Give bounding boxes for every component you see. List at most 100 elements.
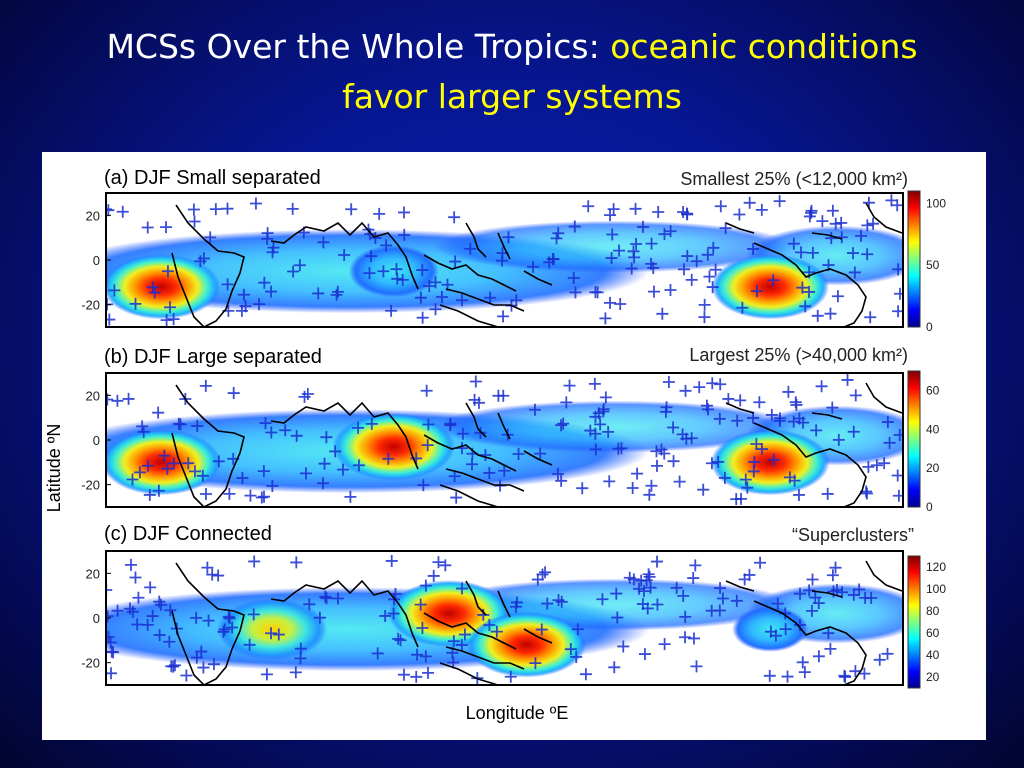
mcs-marker: [713, 604, 726, 617]
mcs-marker: [397, 668, 410, 681]
mcs-marker: [272, 628, 285, 641]
mcs-marker: [858, 667, 871, 680]
mcs-marker: [398, 228, 411, 241]
mcs-marker: [218, 623, 231, 636]
colorbar-tick-label: 100: [926, 196, 946, 210]
panel-c-map: [106, 554, 903, 685]
ytick-label: 0: [93, 253, 100, 268]
mcs-marker: [153, 595, 166, 608]
mcs-marker: [849, 665, 862, 678]
mcs-marker: [194, 255, 207, 268]
mcs-marker: [201, 561, 214, 574]
mcs-marker: [796, 656, 809, 669]
panel-a-note: Smallest 25% (<12,000 km²): [680, 169, 908, 189]
hotspot: [467, 612, 586, 678]
mcs-marker: [191, 419, 204, 432]
mcs-marker: [881, 647, 894, 660]
mcs-marker: [885, 194, 898, 207]
mcs-marker: [891, 469, 903, 482]
mcs-marker: [492, 389, 505, 402]
panel-b-markers: [106, 373, 903, 506]
mcs-marker: [604, 209, 617, 222]
mcs-marker: [810, 424, 823, 437]
mcs-marker: [206, 568, 219, 581]
mcs-marker: [212, 569, 225, 582]
mcs-marker: [382, 452, 395, 465]
mcs-marker: [734, 394, 747, 407]
figure-panel: (a) DJF Small separated Smallest 25% (<1…: [42, 152, 986, 740]
panel-c-markers: [106, 554, 894, 685]
mcs-marker: [557, 417, 570, 430]
hotspot: [217, 598, 327, 660]
mcs-marker: [755, 203, 768, 216]
mcs-marker: [631, 467, 644, 480]
mcs-marker: [129, 297, 142, 310]
mcs-marker: [599, 312, 612, 325]
mcs-marker: [197, 661, 210, 674]
mcs-marker: [290, 429, 303, 442]
mcs-marker: [627, 573, 640, 586]
mcs-marker: [456, 582, 469, 595]
mcs-marker: [414, 598, 427, 611]
mcs-marker: [527, 260, 540, 273]
mcs-marker: [690, 255, 703, 268]
hotspot: [711, 254, 830, 320]
mcs-marker: [141, 221, 154, 234]
mcs-marker: [439, 559, 452, 572]
mcs-marker: [599, 391, 612, 404]
mcs-marker: [432, 556, 445, 569]
mcs-marker: [658, 228, 671, 241]
mcs-marker: [862, 460, 875, 473]
mcs-marker: [831, 290, 844, 303]
mcs-marker: [387, 607, 400, 620]
mcs-marker: [490, 625, 503, 638]
mcs-marker: [131, 618, 144, 631]
mcs-marker: [582, 200, 595, 213]
mcs-marker: [319, 590, 332, 603]
mcs-marker: [846, 247, 859, 260]
mcs-marker: [161, 462, 174, 475]
panel-b-yticks: 20 0 -20: [81, 388, 111, 493]
mcs-marker: [700, 399, 713, 412]
mcs-marker: [847, 588, 860, 601]
hotspot: [106, 254, 221, 320]
mcs-marker: [221, 202, 234, 215]
mcs-marker: [456, 427, 469, 440]
mcs-marker: [421, 439, 434, 452]
mcs-marker: [124, 602, 137, 615]
mcs-marker: [767, 453, 780, 466]
mcs-marker: [455, 639, 468, 652]
ytick-label: 20: [86, 566, 100, 581]
mcs-marker: [771, 597, 784, 610]
mcs-marker: [107, 646, 120, 659]
mcs-marker: [613, 244, 626, 257]
panel-a-colorbar-ticks: 100 50 0: [926, 196, 946, 334]
mcs-marker: [108, 284, 121, 297]
mcs-marker: [294, 652, 307, 665]
mcs-marker: [301, 387, 314, 400]
mcs-marker: [608, 661, 621, 674]
mcs-marker: [469, 375, 482, 388]
mcs-marker: [821, 487, 834, 500]
mcs-marker: [667, 421, 680, 434]
mcs-marker: [364, 228, 377, 241]
mcs-marker: [652, 206, 665, 219]
mcs-marker: [569, 286, 582, 299]
mcs-marker: [466, 458, 479, 471]
mcs-marker: [797, 416, 810, 429]
mcs-marker: [416, 621, 429, 634]
mcs-marker: [455, 294, 468, 307]
ytick-label: -20: [81, 656, 100, 671]
mcs-marker: [468, 393, 481, 406]
title-highlight-line1: oceanic conditions: [610, 27, 918, 66]
mcs-marker: [754, 556, 767, 569]
mcs-marker: [458, 628, 471, 641]
mcs-marker: [320, 431, 333, 444]
mcs-marker: [258, 276, 271, 289]
mcs-marker: [592, 407, 605, 420]
mcs-marker: [331, 592, 344, 605]
mcs-marker: [687, 572, 700, 585]
mcs-marker: [865, 591, 878, 604]
mcs-marker: [223, 487, 236, 500]
mcs-marker: [329, 445, 342, 458]
